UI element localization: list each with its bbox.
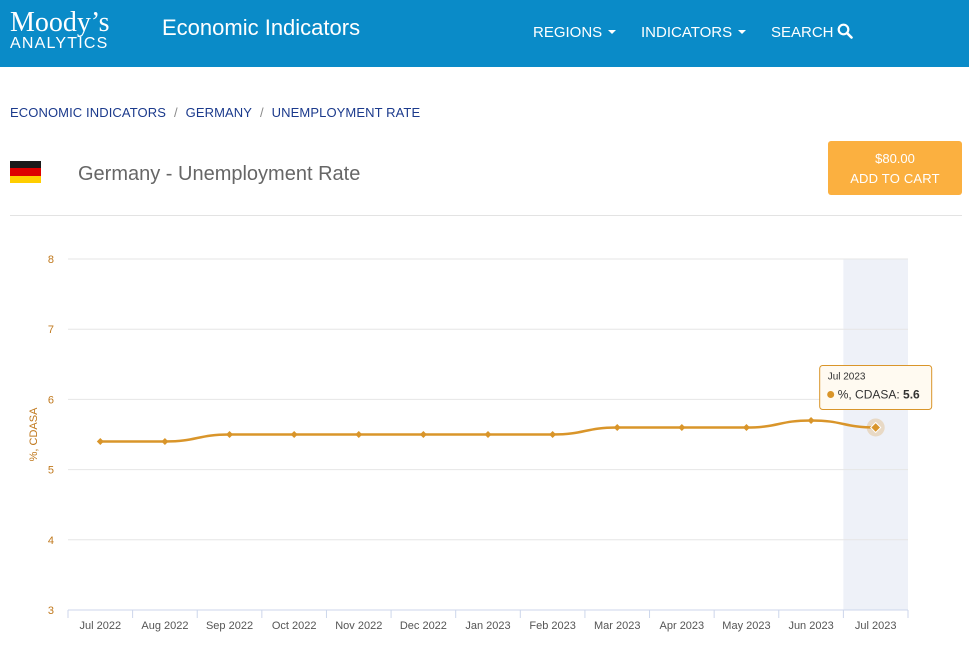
x-tick-label: Jul 2023 <box>855 620 897 632</box>
x-tick-label: Oct 2022 <box>272 620 317 632</box>
nav-search-label: SEARCH <box>771 24 834 41</box>
cart-price: $80.00 <box>875 151 915 166</box>
y-tick-label: 5 <box>48 465 54 477</box>
add-to-cart-button[interactable]: $80.00 ADD TO CART <box>828 141 962 195</box>
x-tick-label: Mar 2023 <box>594 620 640 632</box>
breadcrumb-germany[interactable]: GERMANY <box>185 105 253 120</box>
unemployment-line-chart: 3 4 5 6 7 8 Jul 2022 Aug 2022 Sep 2022 Oct 2022 No… <box>0 230 969 658</box>
data-point <box>678 423 686 431</box>
data-point <box>355 431 363 438</box>
caret-down-icon <box>738 30 747 35</box>
data-point <box>807 416 815 424</box>
nav-regions-label: REGIONS <box>533 24 603 41</box>
y-tick-label: 8 <box>48 254 54 266</box>
x-tick-label: Jan 2023 <box>465 620 510 632</box>
x-tick-label: Sep 2022 <box>206 620 253 632</box>
chart-svg: 3 4 5 6 7 8 Jul 2022 Aug 2022 Sep 2022 Oct 2022 No… <box>28 254 933 632</box>
data-point <box>419 431 427 438</box>
data-point <box>613 423 621 431</box>
search-icon <box>837 23 853 39</box>
nav-indicators-dropdown[interactable]: INDICATORS <box>641 23 747 43</box>
germany-flag-icon <box>10 161 41 183</box>
header-divider <box>10 215 962 216</box>
x-tick-label: Aug 2022 <box>141 620 188 632</box>
x-tick-label: Nov 2022 <box>335 620 382 632</box>
tooltip-label: %, CDASA: 5.6 <box>838 387 920 401</box>
series-line <box>100 419 876 443</box>
nav-indicators-label: INDICATORS <box>641 24 733 41</box>
data-point <box>549 431 557 438</box>
x-tick-label: Jul 2022 <box>80 620 122 632</box>
y-axis-title: %, CDASA <box>28 407 40 461</box>
breadcrumb-unemployment-rate[interactable]: UNEMPLOYMENT RATE <box>271 105 421 120</box>
data-point <box>96 438 104 446</box>
tooltip-box <box>819 364 933 410</box>
nav-search-link[interactable]: SEARCH <box>771 23 853 43</box>
data-point <box>869 421 882 434</box>
logo-subtitle: ANALYTICS <box>10 35 109 52</box>
breadcrumb-separator: / <box>173 105 178 120</box>
logo-wordmark: Moody’s <box>10 7 110 38</box>
breadcrumb: ECONOMIC INDICATORS / GERMANY / UNEMPLOYMENT… <box>10 104 420 122</box>
x-tick-label: Feb 2023 <box>529 620 575 632</box>
x-tick-label: Jun 2023 <box>788 620 833 632</box>
data-point <box>226 431 234 438</box>
breadcrumb-separator: / <box>260 105 264 120</box>
tooltip-date: Jul 2023 <box>828 371 866 382</box>
breadcrumb-economic-indicators[interactable]: ECONOMIC INDICATORS <box>10 105 166 120</box>
tooltip-series-dot <box>827 390 835 398</box>
top-navigation-bar: Moody’s ANALYTICS Economic Indicators RE… <box>0 0 969 67</box>
tooltip-value: 5.6 <box>903 387 920 401</box>
moodys-analytics-logo[interactable]: Moody’s ANALYTICS <box>10 8 110 52</box>
y-tick-label: 7 <box>48 324 54 336</box>
cart-label: ADD TO CART <box>850 171 940 186</box>
highlight-band <box>843 259 908 610</box>
x-tick-label: May 2023 <box>722 620 770 632</box>
x-tick-label: Apr 2023 <box>660 620 705 632</box>
app-title[interactable]: Economic Indicators <box>162 15 361 40</box>
data-point <box>484 431 492 438</box>
page-title: Germany - Unemployment Rate <box>78 163 361 185</box>
data-point <box>161 438 169 446</box>
data-point <box>290 431 298 438</box>
y-tick-label: 4 <box>48 535 54 547</box>
caret-down-icon <box>608 30 617 35</box>
x-tick-label: Dec 2022 <box>400 620 447 632</box>
y-tick-label: 6 <box>48 394 54 406</box>
y-tick-label: 3 <box>48 605 54 617</box>
data-point <box>742 423 750 431</box>
nav-regions-dropdown[interactable]: REGIONS <box>533 23 617 43</box>
